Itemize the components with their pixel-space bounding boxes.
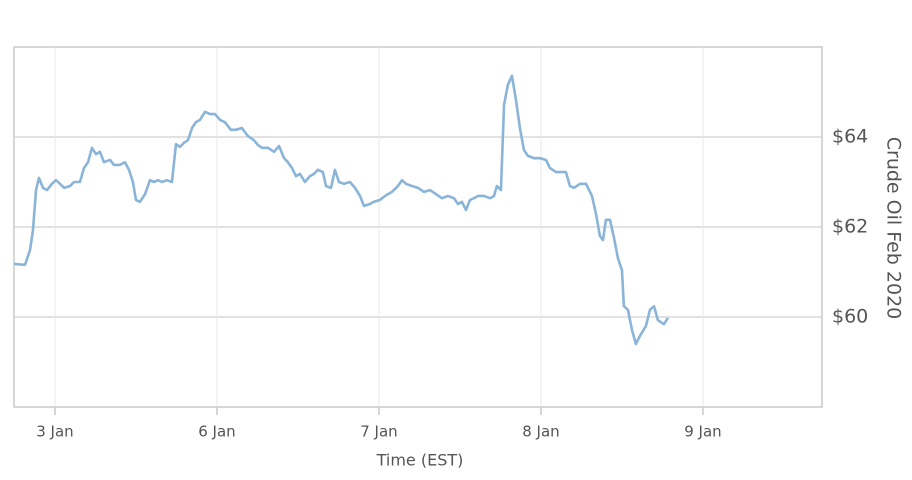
y-tick-label: $64 — [832, 126, 868, 148]
x-tick-label: 8 Jan — [522, 423, 559, 441]
x-tick-label: 7 Jan — [360, 423, 397, 441]
y-tick-label: $60 — [832, 306, 868, 328]
x-tick-label: 3 Jan — [36, 423, 73, 441]
x-tick-label: 6 Jan — [198, 423, 235, 441]
y-axis-label: Crude Oil Feb 2020 — [883, 137, 905, 320]
price-line — [13, 74, 670, 346]
y-tick-label: $62 — [832, 216, 868, 238]
x-axis-label: Time (EST) — [376, 451, 464, 470]
x-tick-label: 9 Jan — [684, 423, 721, 441]
